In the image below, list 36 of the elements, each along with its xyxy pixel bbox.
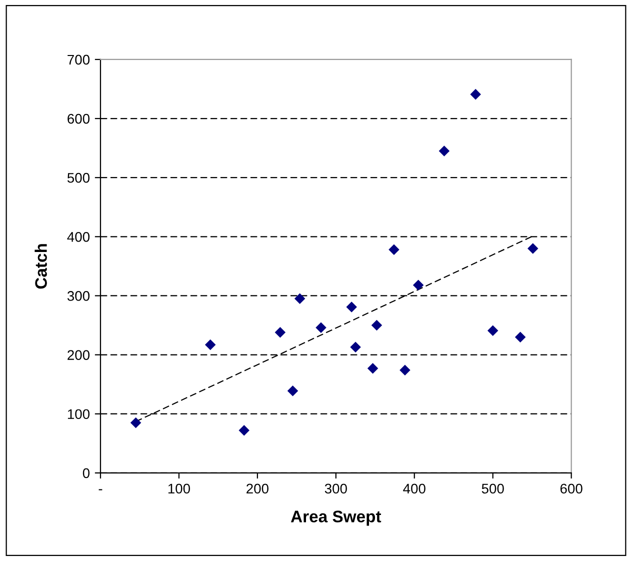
x-tick-label: 600 xyxy=(560,484,582,494)
y-axis-title: Catch xyxy=(34,244,47,289)
point xyxy=(294,293,306,304)
point xyxy=(412,280,424,290)
point xyxy=(388,244,400,256)
y-tick-label: 600 xyxy=(68,114,90,124)
point xyxy=(238,425,250,436)
x-tick-label: 500 xyxy=(482,484,504,494)
point xyxy=(527,243,538,254)
point xyxy=(438,146,450,156)
y-tick-label: 0 xyxy=(82,468,90,478)
point xyxy=(274,326,286,338)
y-tick-label: 400 xyxy=(67,232,90,242)
point xyxy=(130,417,142,428)
point xyxy=(346,302,357,312)
point xyxy=(204,339,216,350)
x-axis-title: Area Swept xyxy=(290,510,382,526)
point xyxy=(316,322,326,333)
y-tick-label: 700 xyxy=(68,54,90,65)
point xyxy=(350,342,361,352)
point xyxy=(514,332,526,342)
point xyxy=(400,364,410,376)
y-tick-label: 300 xyxy=(67,291,90,301)
point xyxy=(287,385,298,396)
y-tick-label: 100 xyxy=(68,409,90,420)
y-tick-label: 200 xyxy=(68,350,90,360)
x-tick-label: 100 xyxy=(168,484,190,494)
x-tick-label: - xyxy=(98,489,102,490)
x-tick-label: 300 xyxy=(324,484,347,494)
point xyxy=(470,88,481,100)
point xyxy=(367,363,378,374)
y-tick-label: 500 xyxy=(67,172,90,183)
point xyxy=(371,320,382,331)
x-tick-label: 200 xyxy=(246,484,268,494)
point xyxy=(487,325,498,336)
x-tick-label: 400 xyxy=(403,484,426,494)
